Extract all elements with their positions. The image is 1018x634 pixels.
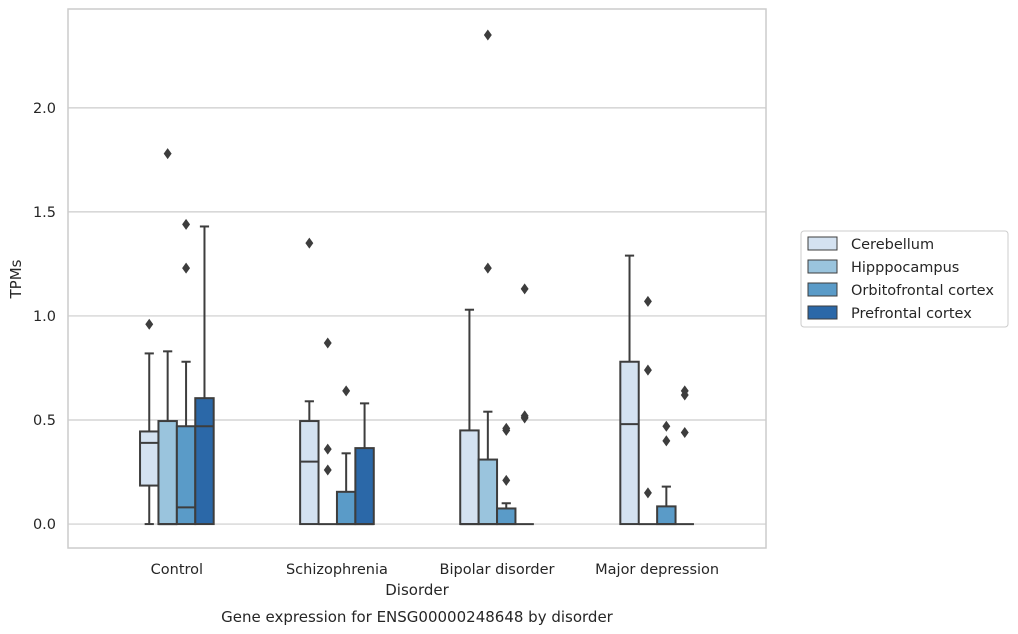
outlier-point [520, 283, 529, 295]
series-cerebellum [139, 237, 640, 526]
box-body [477, 458, 499, 526]
series-prefrontal-cortex [194, 225, 694, 526]
box-body [619, 360, 640, 526]
y-tick-label: 0.5 [33, 413, 56, 429]
legend-swatch [807, 282, 838, 297]
x-tick-label: Control [151, 562, 203, 578]
series-hipppocampus [157, 29, 658, 526]
figure-caption: Gene expression for ENSG00000248648 by d… [221, 608, 614, 626]
outlier-point [483, 29, 492, 41]
box [638, 295, 658, 526]
plot-area-frame [67, 8, 767, 549]
box [477, 29, 499, 526]
outlier-point [182, 218, 191, 230]
series-orbitofrontal-cortex [175, 218, 677, 526]
outlier-point [520, 410, 529, 422]
legend-label: Orbitofrontal cortex [851, 283, 994, 299]
x-axis-ticks: Control Schizophrenia Bipolar disorder Majo… [151, 562, 719, 578]
box-series [139, 29, 694, 526]
outlier-point [643, 364, 652, 376]
box-body [194, 397, 215, 526]
outlier-point [662, 435, 671, 447]
outlier-point [643, 487, 652, 499]
legend: Cerebellum Hipppocampus Orbitofrontal cort… [800, 230, 1009, 328]
box-body [157, 420, 178, 526]
outlier-point [680, 385, 689, 397]
box-body [656, 505, 677, 526]
outlier-point [662, 420, 671, 432]
box-body [299, 420, 320, 526]
box-body [175, 425, 197, 526]
y-tick-label: 1.0 [33, 309, 56, 325]
box [194, 225, 215, 526]
box [175, 218, 197, 526]
box [459, 308, 480, 526]
outlier-point [342, 385, 351, 397]
y-axis-title: TPMs [7, 259, 25, 299]
box-body [459, 429, 480, 526]
box [354, 402, 375, 526]
box [515, 283, 534, 526]
box-body [354, 447, 375, 526]
outlier-point [502, 422, 511, 434]
legend-label: Hipppocampus [851, 260, 959, 276]
box [619, 254, 640, 526]
box [299, 237, 320, 526]
legend-swatch [807, 305, 838, 320]
box [157, 148, 178, 526]
outlier-point [680, 426, 689, 439]
outlier-point [483, 262, 492, 274]
x-tick-label: Bipolar disorder [440, 562, 555, 578]
y-tick-label: 0.0 [33, 517, 56, 533]
legend-label: Cerebellum [851, 237, 934, 253]
legend-frame [800, 230, 1009, 328]
x-tick-label: Major depression [595, 562, 719, 578]
box [335, 385, 357, 526]
legend-label: Prefrontal cortex [851, 306, 972, 322]
y-tick-label: 1.5 [33, 205, 56, 221]
box [496, 422, 517, 526]
y-tick-label: 2.0 [33, 101, 56, 117]
box-body [139, 430, 160, 487]
outlier-point [182, 262, 191, 274]
legend-swatch [807, 236, 838, 251]
box [675, 385, 694, 526]
box-body [496, 507, 517, 526]
outlier-point [305, 237, 314, 249]
outlier-point [643, 295, 652, 307]
outlier-point [145, 318, 154, 330]
box [139, 318, 160, 526]
x-axis-title: Disorder [385, 581, 449, 599]
x-tick-label: Schizophrenia [286, 562, 388, 578]
outlier-point [323, 464, 332, 476]
box [318, 337, 337, 526]
outlier-point [163, 148, 172, 160]
outlier-point [502, 474, 511, 486]
outlier-point [323, 337, 332, 349]
box [656, 420, 677, 526]
box-body [335, 490, 357, 526]
legend-swatch [807, 259, 838, 274]
outlier-point [323, 443, 332, 455]
y-axis-ticks: 0.0 0.5 1.0 1.5 2.0 [33, 101, 56, 533]
